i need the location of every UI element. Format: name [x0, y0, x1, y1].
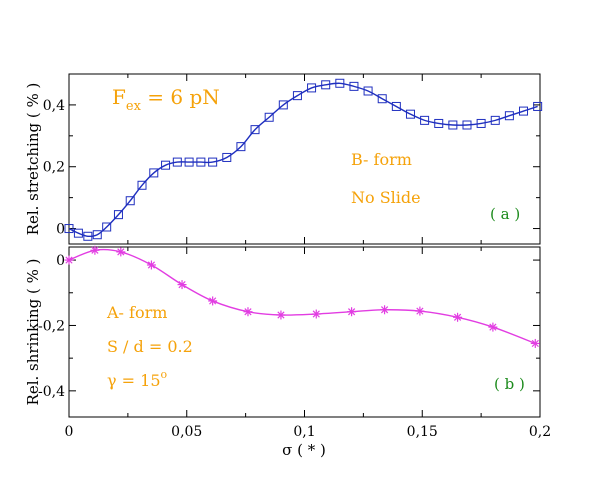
data-point-square: [250, 125, 260, 135]
data-point-asterisk: [380, 305, 390, 315]
panel-a-y-tick-label: 0,4: [43, 98, 65, 114]
data-point-square: [137, 180, 147, 190]
panel-a-y-tick-label: 0: [56, 222, 65, 238]
panel-a-y-tick-label: 0,2: [43, 160, 65, 176]
data-point-square: [420, 115, 430, 125]
panel-b-ticks: 0 0,05 0,1 0,15 0,2 0 -0,2 -0,4: [38, 247, 551, 440]
data-point-asterisk: [453, 312, 463, 322]
panel-b-ylabel: Rel. shrinking ( % ): [24, 259, 42, 406]
no-slide-label: No Slide: [351, 188, 421, 207]
data-point-asterisk: [208, 296, 218, 306]
data-point-asterisk: [415, 306, 425, 316]
data-point-square: [363, 86, 373, 96]
data-point-square: [161, 160, 171, 170]
panel-b-series: [64, 245, 540, 348]
angle-superscript: o: [161, 368, 168, 381]
data-point-square: [208, 157, 218, 167]
data-point-square: [504, 111, 514, 121]
data-point-square: [335, 78, 345, 88]
data-point-asterisk: [90, 245, 100, 255]
data-point-square: [476, 118, 486, 128]
angle-main: γ = 15: [107, 371, 161, 390]
x-tick-label: 0,05: [171, 424, 202, 440]
data-point-square: [222, 152, 232, 162]
x-axis-title: σ ( * ): [282, 441, 326, 459]
panel-a-series-line: [68, 82, 538, 238]
a-form-label: A- form: [106, 303, 167, 322]
data-point-square: [377, 94, 387, 104]
data-point-square: [196, 157, 206, 167]
data-point-square: [73, 228, 83, 238]
data-point-asterisk: [116, 247, 126, 257]
x-tick-label: 0,1: [293, 424, 315, 440]
force-main: F: [112, 85, 126, 109]
panel-b-y-tick-label: -0,2: [38, 318, 65, 334]
b-form-label: B- form: [351, 150, 412, 169]
data-point-square: [236, 142, 246, 152]
data-point-square: [321, 80, 331, 90]
data-point-asterisk: [243, 307, 253, 317]
panel-a-tag: ( a ): [490, 205, 520, 223]
x-tick-label: 0: [65, 424, 74, 440]
data-point-asterisk: [177, 280, 187, 290]
data-point-square: [462, 120, 472, 130]
angle-label: γ = 15o: [107, 368, 168, 390]
panel-a-ticks: 0 0,2 0,4: [43, 73, 541, 244]
data-point-square: [292, 91, 302, 101]
data-point-square: [184, 157, 194, 167]
data-point-asterisk: [64, 255, 74, 265]
data-point-square: [83, 231, 93, 241]
data-point-square: [172, 157, 182, 167]
data-point-square: [434, 118, 444, 128]
force-annotation: Fex = 6 pN: [112, 85, 220, 114]
data-point-square: [349, 81, 359, 91]
data-point-square: [533, 101, 543, 111]
data-point-square: [490, 115, 500, 125]
panel-b-y-tick-label: -0,4: [38, 384, 65, 400]
data-point-square: [519, 106, 529, 116]
data-point-square: [64, 224, 74, 234]
data-point-square: [92, 230, 102, 240]
force-rest: = 6 pN: [141, 85, 220, 109]
data-point-square: [391, 101, 401, 111]
panel-b-series-line: [68, 248, 536, 345]
data-point-square: [113, 210, 123, 220]
data-point-asterisk: [347, 307, 357, 317]
data-point-asterisk: [276, 310, 286, 320]
x-tick-label: 0,2: [529, 424, 551, 440]
x-tick-label: 0,15: [407, 424, 438, 440]
panel-a-series: [64, 78, 543, 241]
data-point-square: [264, 112, 274, 122]
data-point-asterisk: [146, 260, 156, 270]
data-point-asterisk: [530, 338, 540, 348]
panel-b-tag: ( b ): [494, 375, 525, 393]
data-point-square: [125, 196, 135, 206]
panel-a-ylabel: Rel. stretching ( % ): [24, 83, 42, 236]
data-point-square: [149, 168, 159, 178]
force-subscript: ex: [126, 99, 142, 114]
panel-b-y-tick-label: 0: [56, 253, 65, 269]
data-point-asterisk: [311, 309, 321, 319]
panel-b-frame: [68, 246, 541, 418]
data-point-square: [278, 100, 288, 110]
data-point-asterisk: [488, 322, 498, 332]
data-point-square: [307, 83, 317, 93]
data-point-square: [102, 222, 112, 232]
data-point-square: [405, 109, 415, 119]
data-point-square: [448, 120, 458, 130]
ratio-label: S / d = 0.2: [107, 337, 193, 356]
